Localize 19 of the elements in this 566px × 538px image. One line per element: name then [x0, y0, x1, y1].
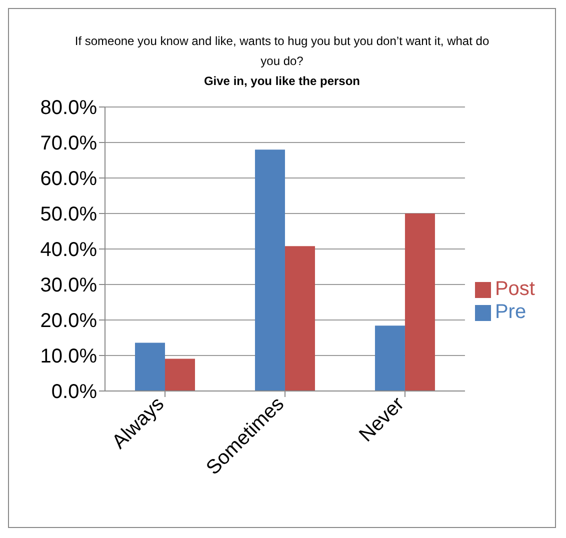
bar — [374, 326, 405, 391]
y-tick-label: 20.0% — [40, 310, 98, 332]
y-tick-label: 40.0% — [40, 239, 98, 262]
y-tick-label: 30.0% — [40, 274, 98, 297]
y-tick-label: 70.0% — [40, 132, 98, 155]
bar — [404, 214, 435, 391]
y-tick-label: 50.0% — [40, 204, 98, 226]
bar — [134, 342, 165, 391]
chart-subtitle: Give in, you like the person — [202, 73, 362, 90]
legend-label: Post — [494, 278, 535, 300]
y-tick-label: 0.0% — [51, 381, 98, 404]
y-tick-label: 10.0% — [40, 346, 98, 368]
y-tick-label: 60.0% — [40, 168, 98, 190]
bar — [254, 150, 285, 391]
legend-label: Pre — [494, 301, 526, 323]
bar — [284, 246, 315, 391]
chart-title: If someone you know and like, wants to hug you but you don’t want it, what do you do? — [74, 33, 490, 70]
y-tick-label: 80.0% — [40, 97, 98, 120]
bar — [164, 358, 195, 391]
